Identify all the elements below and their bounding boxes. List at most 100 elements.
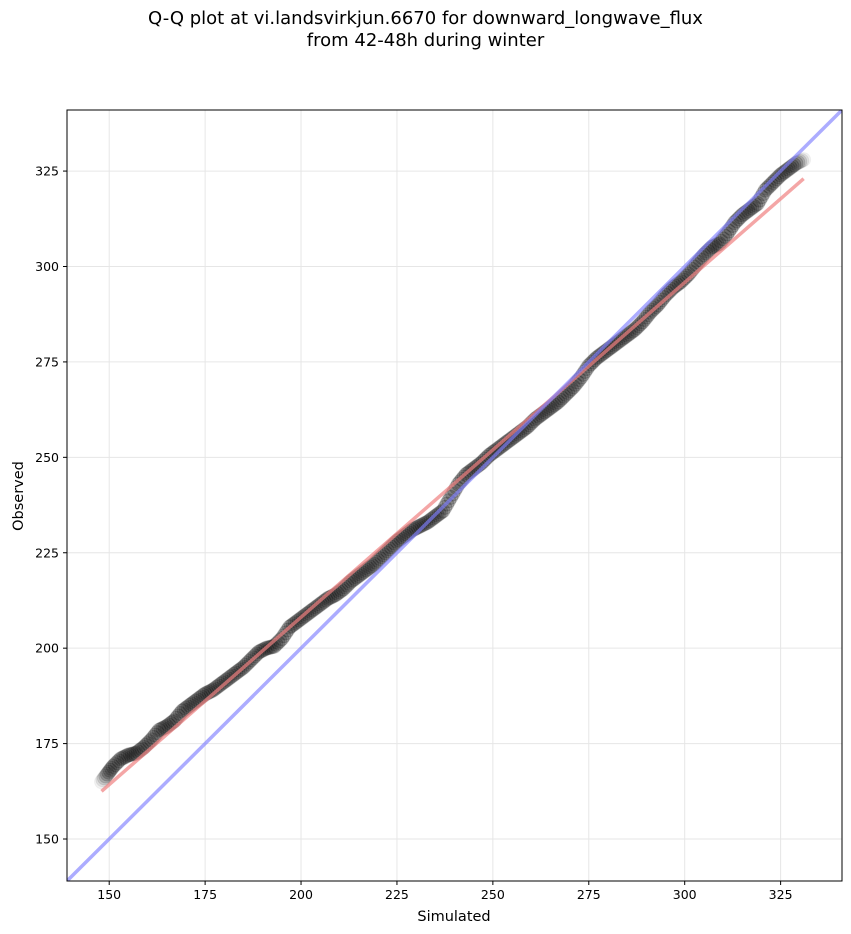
quantile-point bbox=[147, 727, 163, 743]
y-tick-label: 300 bbox=[35, 259, 59, 274]
y-axis-label: Observed bbox=[11, 461, 27, 531]
quantile-point bbox=[623, 324, 639, 340]
quantile-point bbox=[305, 602, 321, 618]
quantile-point bbox=[94, 774, 110, 790]
chart-title: Q-Q plot at vi.landsvirkjun.6670 for dow… bbox=[0, 8, 851, 52]
axis-ticks: 150 175 200 225 250 275 300 325 150 175 200 225 250 2… bbox=[35, 164, 792, 902]
quantile-point bbox=[178, 700, 194, 716]
y-tick-label: 200 bbox=[35, 641, 59, 656]
quantile-point bbox=[717, 228, 733, 244]
quantile-point bbox=[376, 547, 392, 563]
x-tick-label: 300 bbox=[673, 887, 697, 902]
quantile-point bbox=[771, 169, 787, 185]
quantile-point bbox=[115, 750, 131, 766]
quantile-point bbox=[120, 747, 136, 763]
quantile-point bbox=[211, 678, 227, 694]
plot-area bbox=[67, 110, 842, 881]
quantile-point bbox=[155, 720, 171, 736]
quantile-point bbox=[176, 702, 192, 718]
quantile-point bbox=[631, 318, 647, 334]
quantile-point bbox=[310, 598, 326, 614]
chart-title-line-1: Q-Q plot at vi.landsvirkjun.6670 for dow… bbox=[148, 8, 703, 29]
quantile-point bbox=[715, 231, 731, 247]
grid bbox=[67, 110, 842, 881]
quantile-point bbox=[769, 171, 785, 187]
quantile-point bbox=[757, 182, 773, 198]
quantile-point bbox=[209, 679, 225, 695]
quantile-point bbox=[775, 165, 791, 181]
quantile-point bbox=[122, 747, 138, 763]
quantile-point bbox=[750, 196, 766, 212]
quantile-point bbox=[633, 316, 649, 332]
quantile-point bbox=[709, 237, 725, 253]
quantile-point bbox=[767, 173, 783, 189]
regression-line bbox=[100, 177, 805, 793]
quantile-point bbox=[364, 558, 380, 574]
x-tick-label: 225 bbox=[385, 887, 409, 902]
quantile-point bbox=[276, 628, 292, 644]
quantile-point bbox=[214, 675, 230, 691]
quantile-point bbox=[435, 503, 451, 519]
quantile-point bbox=[99, 766, 115, 782]
quantile-point bbox=[105, 758, 121, 774]
quantile-point bbox=[368, 554, 384, 570]
quantile-point bbox=[629, 320, 645, 336]
plot-frame bbox=[66, 109, 843, 882]
quantile-point bbox=[151, 722, 167, 738]
x-tick-label: 250 bbox=[481, 887, 505, 902]
quantile-point bbox=[773, 167, 789, 183]
quantile-point bbox=[763, 176, 779, 192]
quantile-point bbox=[98, 768, 114, 784]
x-axis-label: Simulated bbox=[417, 909, 490, 925]
quantile-point bbox=[487, 443, 503, 459]
quantile-point bbox=[370, 552, 386, 568]
quantile-point bbox=[719, 226, 735, 242]
quantile-point bbox=[362, 559, 378, 575]
quantile-point bbox=[761, 178, 777, 194]
quantile-point bbox=[117, 749, 133, 765]
quantile-point bbox=[308, 599, 324, 615]
quantile-point bbox=[412, 518, 428, 534]
quantile-point bbox=[118, 748, 134, 764]
y-tick-label: 275 bbox=[35, 354, 59, 369]
quantile-point bbox=[109, 755, 125, 771]
quantile-point bbox=[656, 290, 672, 306]
quantile-point bbox=[104, 760, 120, 776]
x-tick-label: 275 bbox=[577, 887, 601, 902]
y-tick-label: 250 bbox=[35, 450, 59, 465]
identity-line bbox=[67, 110, 842, 881]
quantile-point bbox=[765, 175, 781, 191]
quantile-point bbox=[95, 772, 111, 788]
quantile-point bbox=[212, 676, 228, 692]
quantile-point bbox=[707, 237, 723, 253]
quantile-point bbox=[111, 753, 127, 769]
quantile-point bbox=[794, 153, 810, 169]
y-tick-label: 325 bbox=[35, 164, 59, 179]
y-tick-label: 225 bbox=[35, 545, 59, 560]
quantile-point bbox=[792, 154, 808, 170]
quantile-point bbox=[102, 762, 118, 778]
x-tick-label: 175 bbox=[193, 887, 217, 902]
quantile-point bbox=[153, 721, 169, 737]
chart-title-line-2: from 42-48h during winter bbox=[306, 30, 545, 51]
x-tick-label: 325 bbox=[769, 887, 793, 902]
x-tick-label: 150 bbox=[97, 887, 121, 902]
quantile-point bbox=[489, 442, 505, 458]
quantile-point bbox=[431, 506, 447, 522]
x-tick-label: 200 bbox=[289, 887, 313, 902]
quantile-point bbox=[372, 550, 388, 566]
quantile-point bbox=[174, 703, 190, 719]
quantile-point bbox=[493, 439, 509, 455]
quantile-point bbox=[358, 562, 374, 578]
quantile-point bbox=[107, 757, 123, 773]
quantile-point bbox=[262, 639, 278, 655]
quantile-point bbox=[113, 751, 129, 767]
quantile-point bbox=[414, 517, 430, 533]
quantile-point bbox=[360, 560, 376, 576]
y-tick-label: 175 bbox=[35, 736, 59, 751]
quantile-point bbox=[124, 746, 140, 762]
quantile-point bbox=[627, 321, 643, 337]
quantile-point bbox=[759, 180, 775, 196]
quantile-point bbox=[149, 725, 165, 741]
